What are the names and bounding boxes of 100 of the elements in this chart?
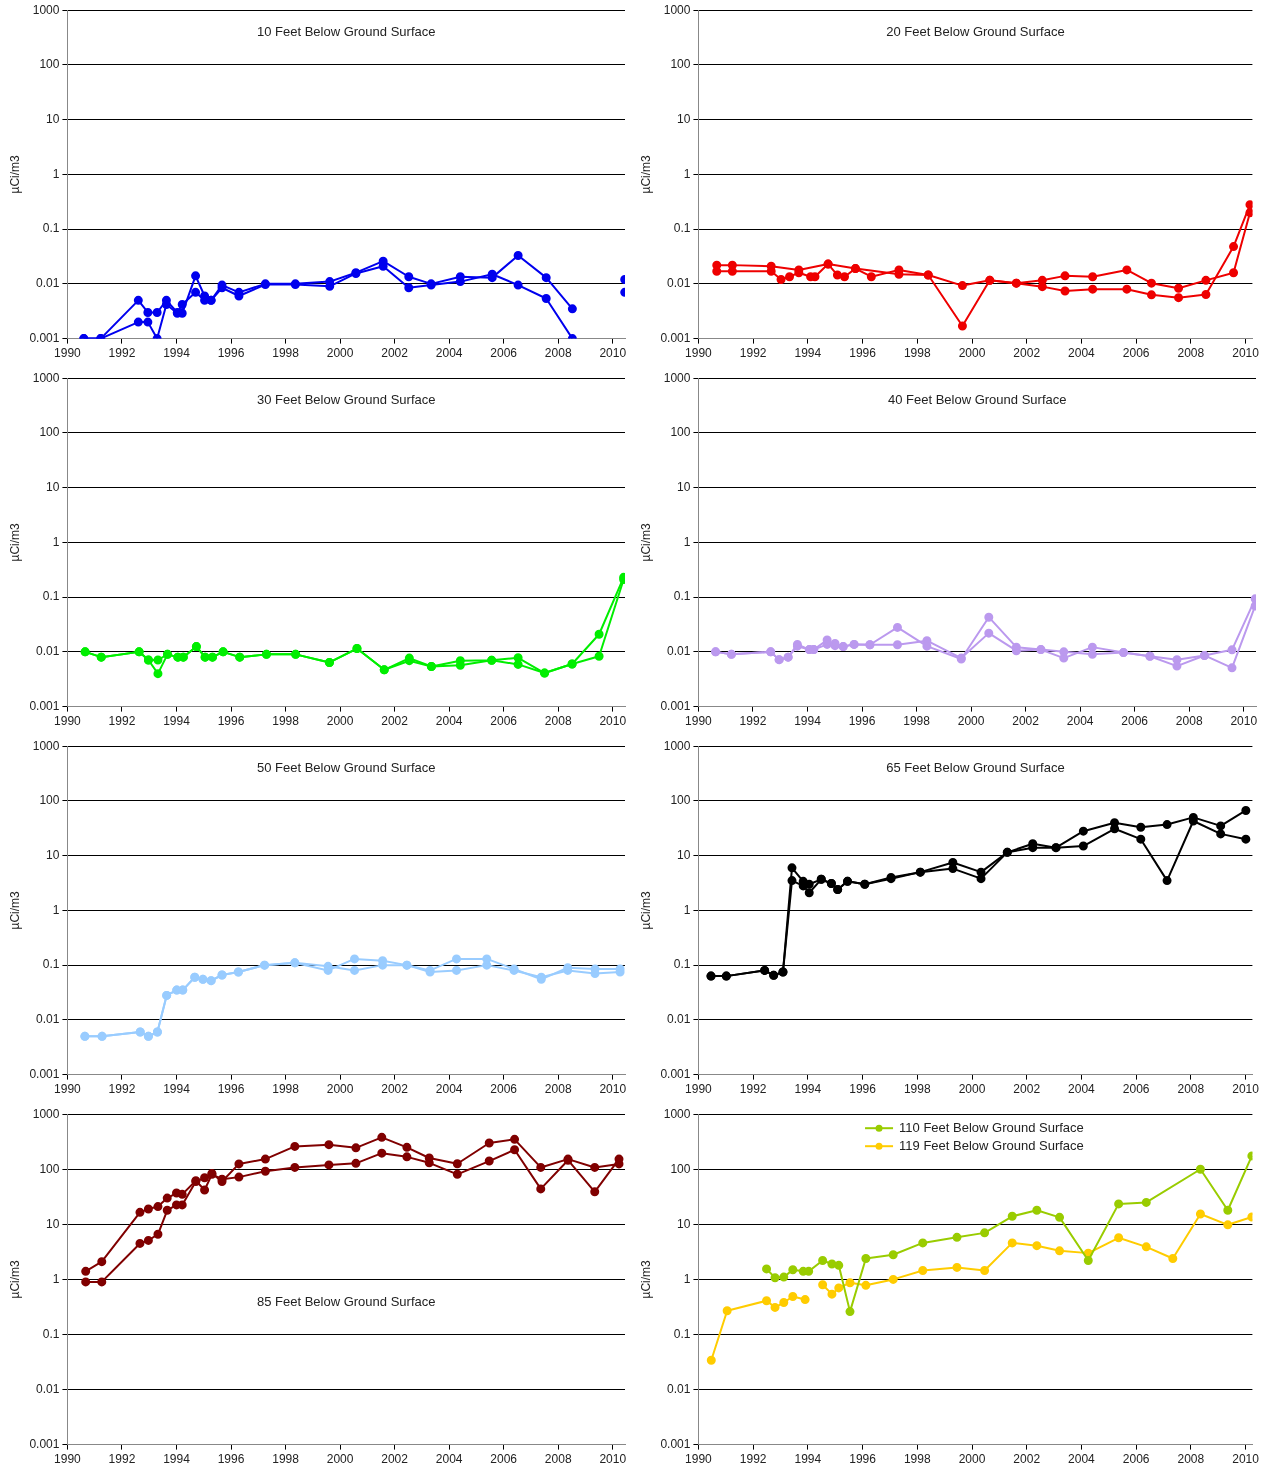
x-tick-label: 1996 [217,1082,245,1097]
x-tick-label: 1990 [54,714,82,729]
y-tick-label: 1000 [32,738,60,753]
y-axis-title: µCi/m3 [7,1259,22,1299]
x-tick-label: 2010 [1232,1082,1260,1097]
x-tick-label: 2006 [1121,714,1149,729]
y-tick-label: 10 [677,847,691,862]
y-tick-label: 1000 [663,370,691,385]
x-tick-label: 2010 [599,346,627,361]
y-tick-label: 100 [670,425,691,440]
x-tick-label: 2008 [544,714,572,729]
x-tick-label: 2004 [435,714,463,729]
x-tick-label: 1996 [849,346,877,361]
text: 65 Feet Below Ground Surface [886,759,1065,775]
x-tick-label: 2000 [326,714,354,729]
x-tick-label: 1992 [108,714,136,729]
text: 40 Feet Below Ground Surface [887,391,1067,407]
y-tick-label: 0.01 [36,1381,60,1396]
x-tick-label: 2006 [490,714,518,729]
y-tick-label: 0.001 [660,1066,691,1081]
x-tick-label: 2004 [1068,346,1096,361]
x-tick-label: 1990 [54,1082,82,1097]
x-tick-label: 2002 [381,714,409,729]
y-tick-label: 10 [677,111,691,126]
x-tick-label: 1992 [739,346,767,361]
y-tick-label: 100 [39,1161,60,1176]
x-tick-label: 1996 [217,714,245,729]
x-tick-label: 2000 [326,1452,354,1467]
x-tick-label: 1994 [794,714,822,729]
x-tick-label: 2010 [1232,1452,1260,1467]
y-axis-title: µCi/m3 [638,890,653,930]
y-tick-label: 1 [52,166,60,181]
x-tick-label: 1994 [794,346,822,361]
y-tick-label: 100 [670,57,691,72]
text: 85 Feet Below Ground Surface [256,1294,436,1310]
x-tick-label: 2002 [381,1082,409,1097]
x-tick-label: 1990 [685,1452,713,1467]
x-tick-label: 1998 [272,714,300,729]
y-tick-label: 1000 [663,1106,691,1121]
x-tick-label: 1990 [54,1452,82,1467]
y-tick-label: 0.1 [673,1326,691,1341]
y-tick-label: 10 [677,479,691,494]
x-tick-label: 1998 [272,1452,300,1467]
y-tick-label: 0.001 [660,698,691,713]
x-tick-label: 1998 [903,714,931,729]
x-tick-label: 1990 [685,346,713,361]
y-tick-label: 1 [683,902,691,917]
text: 50 Feet Below Ground Surface [256,759,436,775]
x-tick-label: 2000 [957,714,985,729]
x-tick-label: 2002 [1012,714,1040,729]
x-tick-label: 1994 [163,346,191,361]
y-axis-title: µCi/m3 [638,1259,653,1299]
x-tick-label: 1996 [849,1082,877,1097]
x-tick-label: 2008 [544,1452,572,1467]
text: 30 Feet Below Ground Surface [256,391,436,407]
x-tick-label: 1994 [794,1082,822,1097]
x-tick-label: 2006 [490,1082,518,1097]
y-tick-label: 10 [46,479,60,494]
x-tick-label: 1998 [272,346,300,361]
y-tick-label: 0.01 [667,276,691,291]
y-axis-title: µCi/m3 [638,522,653,562]
x-tick-label: 2006 [490,1452,518,1467]
y-tick-label: 10 [46,111,60,126]
y-axis-title: µCi/m3 [7,890,22,930]
y-tick-label: 1 [683,1271,691,1286]
x-tick-label: 1998 [903,1082,931,1097]
y-tick-label: 100 [39,425,60,440]
x-tick-label: 2010 [1232,346,1260,361]
x-tick-label: 2004 [435,1082,463,1097]
x-tick-label: 2006 [1122,1082,1150,1097]
x-tick-label: 2004 [1068,1082,1096,1097]
x-tick-label: 1994 [163,1452,191,1467]
y-tick-label: 10 [46,847,60,862]
x-tick-label: 1996 [849,1452,877,1467]
legend-label: 119 Feet Below Ground Surface [899,1137,1084,1153]
y-tick-label: 0.001 [29,1436,60,1451]
y-tick-label: 1000 [663,2,691,17]
y-tick-label: 100 [670,793,691,808]
y-tick-label: 0.01 [667,1012,691,1027]
x-tick-label: 2010 [1230,714,1258,729]
x-tick-label: 2004 [1068,1452,1096,1467]
x-tick-label: 1992 [739,714,767,729]
y-tick-label: 0.001 [29,330,60,345]
x-tick-label: 2008 [544,1082,572,1097]
x-tick-label: 1998 [272,1082,300,1097]
y-tick-label: 1000 [32,370,60,385]
x-tick-label: 2010 [599,714,627,729]
x-tick-label: 2004 [435,346,463,361]
x-tick-label: 2010 [599,1452,627,1467]
x-tick-label: 1992 [108,1452,136,1467]
x-tick-label: 1990 [54,346,82,361]
y-tick-label: 1000 [32,2,60,17]
x-tick-label: 1992 [108,346,136,361]
y-tick-label: 0.1 [42,589,60,604]
y-tick-label: 1000 [32,1106,60,1121]
x-tick-label: 2008 [1177,1082,1205,1097]
x-tick-label: 2002 [1013,346,1041,361]
y-tick-label: 0.01 [36,276,60,291]
y-tick-label: 0.1 [42,957,60,972]
x-tick-label: 2000 [958,1082,986,1097]
